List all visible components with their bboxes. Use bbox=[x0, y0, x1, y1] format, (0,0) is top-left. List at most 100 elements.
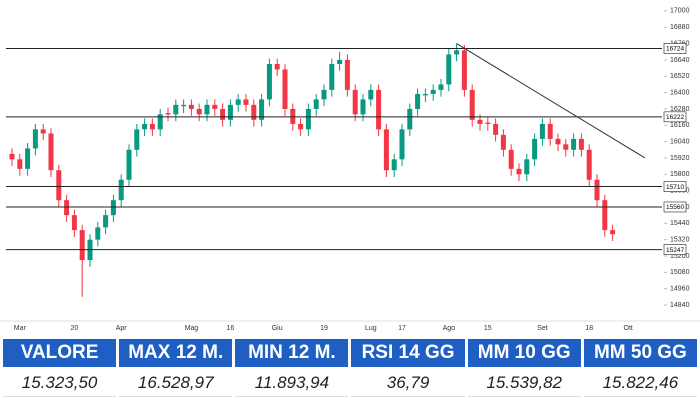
level-tag bbox=[663, 111, 687, 123]
candle-body bbox=[313, 99, 319, 109]
candle-body bbox=[196, 108, 202, 115]
y-tick-label: 14840 bbox=[670, 302, 690, 309]
value-cell: 15.323,50 bbox=[3, 370, 117, 397]
candle-body bbox=[17, 159, 23, 169]
candle-body bbox=[477, 119, 483, 124]
candle-body bbox=[571, 138, 577, 150]
candle-body bbox=[407, 108, 413, 130]
x-tick-label: 15 bbox=[484, 325, 492, 332]
x-tick-label: 17 bbox=[398, 325, 406, 332]
candle-body bbox=[165, 113, 171, 115]
y-tick-label: 16160 bbox=[670, 122, 690, 129]
candle-body bbox=[40, 129, 46, 134]
candle-body bbox=[142, 123, 148, 130]
candle-body bbox=[134, 129, 140, 150]
level-tag bbox=[663, 244, 687, 255]
level-label: 16724 bbox=[666, 46, 684, 53]
y-tick-label: 15080 bbox=[670, 269, 690, 276]
candle-body bbox=[48, 133, 54, 171]
value-cell: 16.528,97 bbox=[119, 370, 233, 397]
candle-body bbox=[594, 179, 600, 201]
header-cell: VALORE bbox=[3, 339, 117, 367]
y-tick-label: 17000 bbox=[670, 8, 690, 15]
candle-body bbox=[181, 104, 187, 107]
candle-body bbox=[461, 50, 467, 90]
x-tick-label: 16 bbox=[227, 325, 235, 332]
candle-body bbox=[368, 89, 374, 100]
candle-body bbox=[126, 149, 132, 180]
x-tick-label: Mar bbox=[14, 325, 27, 332]
x-tick-label: 20 bbox=[71, 325, 79, 332]
candle-body bbox=[110, 200, 116, 216]
candle-body bbox=[610, 230, 616, 235]
candle-body bbox=[446, 54, 452, 85]
candle-body bbox=[532, 138, 538, 160]
candle-body bbox=[500, 134, 506, 150]
candle-body bbox=[602, 200, 608, 231]
candle-body bbox=[344, 59, 350, 90]
candle-body bbox=[274, 64, 280, 70]
candle-body bbox=[391, 159, 397, 171]
level-tag bbox=[663, 181, 687, 192]
header-cell: MM 10 GG bbox=[467, 339, 581, 367]
candle-body bbox=[376, 89, 382, 130]
candle-body bbox=[329, 64, 335, 90]
candle-body bbox=[9, 153, 15, 160]
header-cell: MM 50 GG bbox=[583, 339, 697, 367]
candle-body bbox=[422, 93, 428, 96]
candle-body bbox=[337, 59, 343, 64]
y-tick-label: 15200 bbox=[670, 253, 690, 260]
x-tick-label: Ott bbox=[624, 325, 633, 332]
candle-body bbox=[220, 108, 226, 120]
candle-body bbox=[259, 99, 265, 120]
level-label: 16222 bbox=[666, 114, 684, 121]
candle-body bbox=[282, 69, 288, 109]
candle-body bbox=[516, 168, 522, 175]
candle-body bbox=[438, 84, 444, 90]
candle-body bbox=[555, 138, 561, 145]
candle-body bbox=[524, 159, 530, 175]
candle-body bbox=[563, 144, 569, 150]
value-cell: 36,79 bbox=[351, 370, 465, 397]
candle-body bbox=[430, 89, 436, 94]
x-tick-label: Mag bbox=[185, 325, 199, 332]
candle-body bbox=[508, 149, 514, 169]
candle-body bbox=[266, 64, 272, 100]
candle-body bbox=[212, 104, 218, 109]
trend-line bbox=[456, 43, 646, 159]
candle-body bbox=[547, 123, 553, 139]
candle-body bbox=[64, 200, 70, 216]
level-tag bbox=[663, 43, 687, 54]
level-tag bbox=[663, 201, 687, 213]
candle-body bbox=[25, 148, 31, 169]
candle-body bbox=[118, 179, 124, 201]
candle-body bbox=[71, 215, 77, 231]
candle-body bbox=[173, 104, 179, 115]
candle-body bbox=[157, 114, 163, 130]
candle-body bbox=[493, 123, 499, 135]
header-cell: MIN 12 M. bbox=[235, 339, 349, 367]
x-tick-label: Giu bbox=[272, 325, 283, 332]
y-tick-label: 16640 bbox=[670, 57, 690, 64]
x-tick-label: Set bbox=[537, 325, 548, 332]
candle-body bbox=[399, 129, 405, 160]
candle-body bbox=[586, 149, 592, 180]
candle-body bbox=[56, 170, 62, 201]
candle-body bbox=[578, 138, 584, 150]
x-tick-label: Apr bbox=[116, 325, 128, 332]
y-tick-label: 15320 bbox=[670, 237, 690, 244]
candle-body bbox=[352, 89, 358, 115]
x-tick-label: 19 bbox=[320, 325, 328, 332]
candle-body bbox=[251, 104, 257, 120]
level-label: 15247 bbox=[666, 247, 684, 254]
candle-body bbox=[188, 104, 194, 109]
candle-body bbox=[454, 50, 460, 55]
y-tick-label: 14960 bbox=[670, 286, 690, 293]
candle-body bbox=[415, 93, 421, 109]
header-row: VALORE MAX 12 M. MIN 12 M. RSI 14 GG MM … bbox=[3, 339, 697, 367]
stats-table: VALORE MAX 12 M. MIN 12 M. RSI 14 GG MM … bbox=[0, 336, 700, 400]
y-tick-label: 16280 bbox=[670, 106, 690, 113]
candle-body bbox=[321, 89, 327, 100]
candle-body bbox=[235, 99, 241, 105]
